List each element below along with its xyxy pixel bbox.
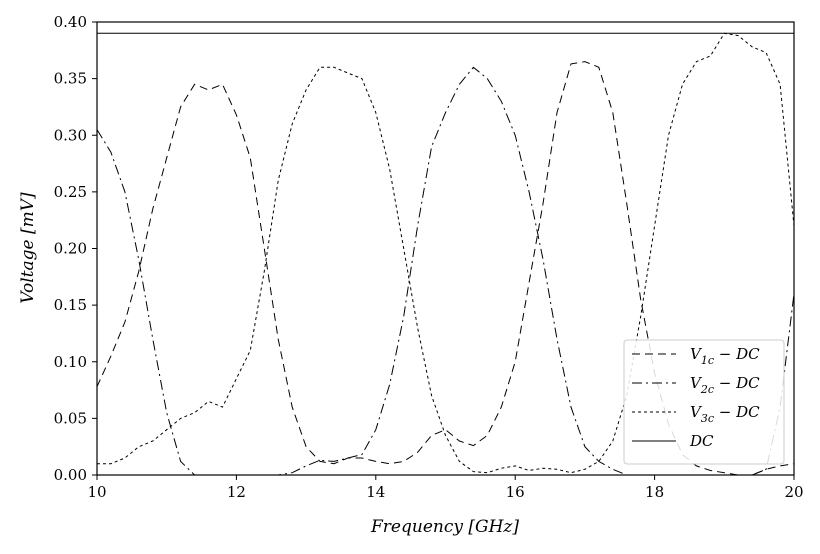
legend-label-main: DC bbox=[689, 432, 714, 450]
x-tick-label: 16 bbox=[506, 483, 525, 501]
x-tick-label: 12 bbox=[227, 483, 246, 501]
x-tick-label: 14 bbox=[366, 483, 385, 501]
y-tick-label: 0.40 bbox=[54, 13, 87, 31]
y-tick-label: 0.30 bbox=[54, 126, 87, 144]
x-tick-label: 20 bbox=[784, 483, 803, 501]
legend-label-main: V bbox=[690, 345, 703, 363]
legend-box bbox=[623, 339, 785, 465]
y-tick-label: 0.05 bbox=[54, 409, 87, 427]
x-axis-label: Frequency [GHz] bbox=[370, 517, 519, 537]
legend-label-sub: 2c bbox=[700, 383, 714, 396]
legend-label-tail: − DC bbox=[714, 345, 760, 363]
x-tick-label: 10 bbox=[87, 483, 106, 501]
y-axis: 0.00 0.05 0.10 0.15 0.20 0.25 0.30 0.35 0.40 bbox=[54, 13, 97, 484]
legend-label-tail: − DC bbox=[714, 374, 760, 392]
legend-label-4: DC bbox=[689, 432, 714, 450]
series-line-3 bbox=[97, 32, 795, 474]
legend-label-sub: 3c bbox=[701, 412, 714, 425]
legend-label-main: V bbox=[690, 403, 703, 421]
legend-label-3: V3c − DC bbox=[690, 403, 760, 425]
y-tick-label: 0.10 bbox=[54, 353, 87, 371]
y-tick-label: 0.15 bbox=[54, 296, 87, 314]
legend-label-main: V bbox=[690, 374, 703, 392]
x-axis: 10 12 14 16 18 20 bbox=[87, 475, 804, 501]
y-tick-label: 0.20 bbox=[54, 240, 87, 258]
y-tick-label: 0.25 bbox=[54, 183, 87, 201]
legend-label-tail: − DC bbox=[714, 403, 760, 421]
y-axis-label: Voltage [mV] bbox=[18, 192, 38, 304]
y-tick-label: 0.00 bbox=[54, 466, 87, 484]
legend-label-1: V1c − DC bbox=[690, 345, 760, 367]
legend-label-2: V2c − DC bbox=[690, 374, 760, 396]
y-tick-label: 0.35 bbox=[54, 70, 87, 88]
x-tick-label: 18 bbox=[645, 483, 664, 501]
legend-label-sub: 1c bbox=[701, 354, 714, 367]
